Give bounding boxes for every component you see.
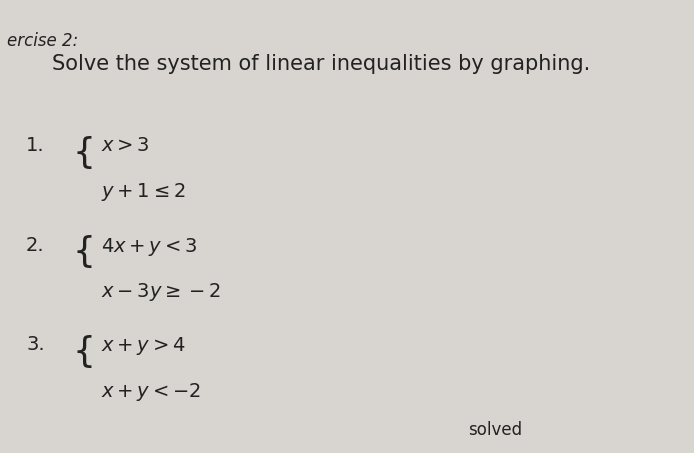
Text: $x > 3$: $x > 3$ [101, 136, 150, 155]
Text: $x - 3y \geq -2$: $x - 3y \geq -2$ [101, 281, 221, 303]
Text: $x + y < -2$: $x + y < -2$ [101, 381, 201, 403]
Text: $\{$: $\{$ [71, 333, 92, 370]
Text: 2.: 2. [26, 236, 44, 255]
Text: ercise 2:: ercise 2: [6, 32, 78, 50]
Text: solved: solved [468, 421, 523, 439]
Text: $x + y > 4$: $x + y > 4$ [101, 335, 185, 357]
Text: Solve the system of linear inequalities by graphing.: Solve the system of linear inequalities … [52, 54, 591, 74]
Text: $\{$: $\{$ [71, 233, 92, 270]
Text: 3.: 3. [26, 335, 44, 354]
Text: $\{$: $\{$ [71, 134, 92, 171]
Text: $y + 1 \leq 2$: $y + 1 \leq 2$ [101, 181, 185, 203]
Text: 1.: 1. [26, 136, 44, 155]
Text: $4x + y < 3$: $4x + y < 3$ [101, 236, 197, 258]
